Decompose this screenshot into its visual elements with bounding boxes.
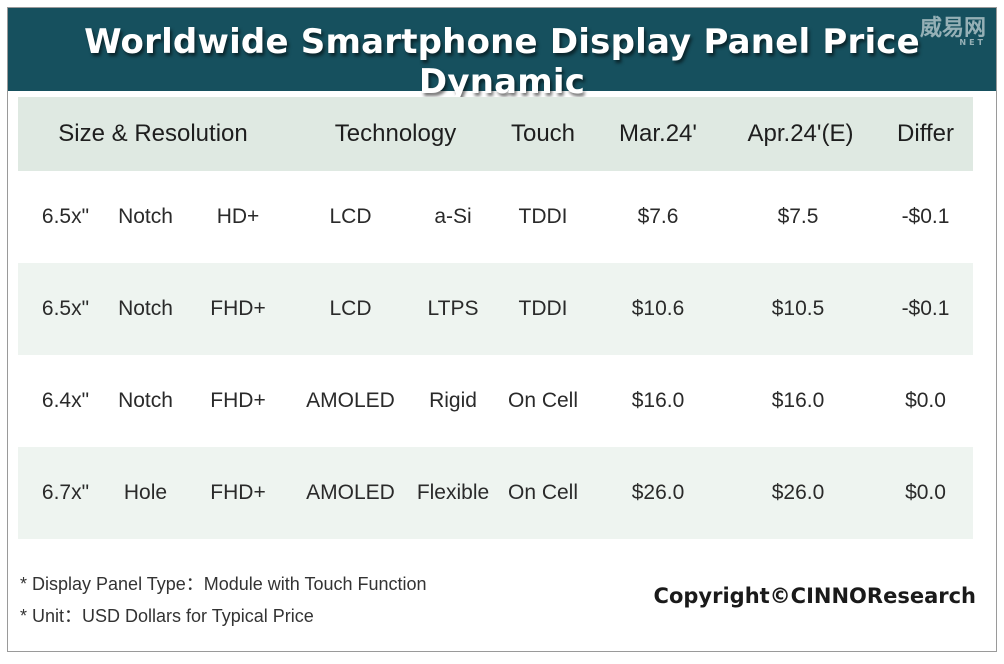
cell-touch: On Cell xyxy=(507,389,579,412)
table-row: 6.5x" Notch FHD+ LCD LTPS TDDI $10.6 $10… xyxy=(18,263,973,355)
cell-size: 6.5x" xyxy=(41,297,90,320)
cell-mar-price: $26.0 xyxy=(631,481,685,504)
cell-differ: $0.0 xyxy=(905,389,946,412)
table-row: 6.5x" Notch HD+ LCD a-Si TDDI $7.6 $7.5 … xyxy=(18,171,973,263)
page-title: Worldwide Smartphone Display Panel Price… xyxy=(84,22,920,102)
cell-backplane: LTPS xyxy=(427,297,479,320)
note-panel-type: * Display Panel Type：Module with Touch F… xyxy=(20,574,427,594)
cell-technology: LCD xyxy=(329,297,372,320)
table-row: 6.4x" Notch FHD+ AMOLED Rigid On Cell $1… xyxy=(18,355,973,447)
watermark-logo: 威易网 NET xyxy=(920,10,986,47)
cell-mar-price: $7.6 xyxy=(637,205,679,228)
header-technology: Technology xyxy=(334,120,457,147)
cell-technology: AMOLED xyxy=(306,481,395,504)
cell-form: Notch xyxy=(118,297,173,320)
cell-backplane: Rigid xyxy=(429,389,477,412)
header-apr: Apr.24'(E) xyxy=(747,120,854,147)
cell-resolution: FHD+ xyxy=(210,481,266,504)
cell-size: 6.7x" xyxy=(41,481,90,504)
header-size-resolution: Size & Resolution xyxy=(58,120,248,147)
cell-resolution: FHD+ xyxy=(210,297,266,320)
title-banner: Worldwide Smartphone Display Panel Price… xyxy=(8,8,996,102)
cell-form: Notch xyxy=(118,205,173,228)
cell-differ: -$0.1 xyxy=(901,205,950,228)
cell-size: 6.5x" xyxy=(41,205,90,228)
price-table: Size & Resolution Technology Touch Mar.2… xyxy=(18,97,973,539)
cell-technology: AMOLED xyxy=(306,389,395,412)
cell-backplane: a-Si xyxy=(434,205,472,228)
cell-mar-price: $10.6 xyxy=(631,297,685,320)
watermark-sub-text: NET xyxy=(959,38,986,47)
cell-resolution: HD+ xyxy=(216,205,260,228)
header-mar: Mar.24' xyxy=(619,120,697,147)
cell-resolution: FHD+ xyxy=(210,389,266,412)
cell-touch: TDDI xyxy=(518,297,568,320)
cell-form: Hole xyxy=(123,481,168,504)
cell-differ: $0.0 xyxy=(905,481,946,504)
watermark-logo-text: 威易网 xyxy=(919,16,986,41)
cell-apr-price: $7.5 xyxy=(777,205,819,228)
cell-form: Notch xyxy=(118,389,173,412)
cell-touch: TDDI xyxy=(518,205,568,228)
copyright-text: Copyright©CINNOResearch xyxy=(653,584,976,608)
cell-size: 6.4x" xyxy=(41,389,90,412)
cell-backplane: Flexible xyxy=(416,481,490,504)
header-differ: Differ xyxy=(897,120,954,147)
cell-apr-price: $26.0 xyxy=(771,481,825,504)
cell-technology: LCD xyxy=(329,205,372,228)
cell-apr-price: $10.5 xyxy=(771,297,825,320)
cell-mar-price: $16.0 xyxy=(631,389,685,412)
table-header-row: Size & Resolution Technology Touch Mar.2… xyxy=(18,97,973,171)
note-unit: * Unit：USD Dollars for Typical Price xyxy=(20,606,314,626)
cell-touch: On Cell xyxy=(507,481,579,504)
header-touch: Touch xyxy=(510,120,576,147)
cell-apr-price: $16.0 xyxy=(771,389,825,412)
cell-differ: -$0.1 xyxy=(901,297,950,320)
table-row: 6.7x" Hole FHD+ AMOLED Flexible On Cell … xyxy=(18,447,973,539)
